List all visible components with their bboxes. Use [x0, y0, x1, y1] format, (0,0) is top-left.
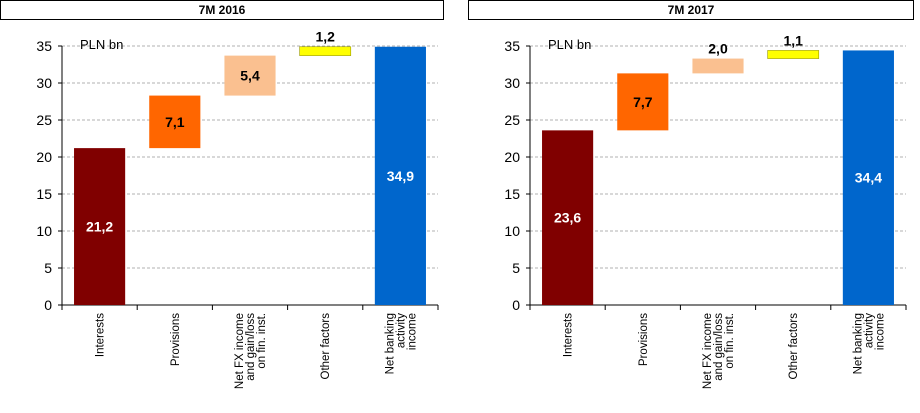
y-tick-label: 30: [36, 75, 52, 91]
x-tick-label: Interests: [563, 313, 575, 357]
x-tick-label: on fin. inst.: [724, 313, 736, 369]
x-tick-label: Interests: [95, 313, 107, 357]
x-tick-label-group: Provisions: [170, 313, 182, 366]
y-tick-label: 20: [504, 149, 520, 165]
x-tick-label-group: Interests: [95, 313, 107, 357]
y-tick-label: 10: [504, 223, 520, 239]
bar-interests: [74, 148, 126, 305]
bar-other-factors: [299, 46, 352, 56]
data-label-provisions: 7,7: [633, 94, 653, 110]
y-tick-label: 5: [44, 260, 52, 276]
y-tick-label: 35: [36, 38, 52, 54]
chart-title: 7M 2016: [0, 0, 444, 20]
x-tick-label: Net FX income: [234, 313, 246, 389]
y-tick-label: 15: [504, 186, 520, 202]
x-tick-label: Net banking: [852, 313, 864, 374]
x-tick-label: on fin. inst.: [256, 313, 268, 369]
bar-net-banking: [374, 46, 426, 306]
x-tick-label: Net banking: [384, 313, 396, 374]
bar-net-fx: [692, 58, 744, 74]
y-tick-label: 25: [504, 112, 520, 128]
data-label-other-factors: 1,1: [783, 32, 803, 48]
chart-title: 7M 2017: [468, 0, 914, 20]
x-tick-label: Other factors: [320, 313, 332, 380]
waterfall-chart-2017: 0 5 10 15 20 25 30 35 PLN bn 23,6 7,7 2,0 1,1 34,4 Int…: [504, 32, 907, 389]
y-tick-label: 25: [36, 112, 52, 128]
x-tick-label-group: Net FX income and gain/loss on fin. inst.: [234, 313, 268, 389]
data-label-interests: 23,6: [554, 210, 581, 226]
bar-provisions: [617, 73, 669, 131]
bar-provisions: [149, 95, 201, 149]
unit-label: PLN bn: [548, 37, 591, 52]
y-tick-label: 15: [36, 186, 52, 202]
data-label-net-fx: 5,4: [240, 68, 260, 84]
data-label-provisions: 7,1: [165, 114, 185, 130]
x-tick-label-group: Provisions: [638, 313, 650, 366]
x-tick-label: and gain/loss: [245, 313, 257, 381]
y-tick-label: 20: [36, 149, 52, 165]
x-tick-label: and gain/loss: [713, 313, 725, 381]
x-tick-label-group: Other factors: [320, 313, 332, 380]
data-label-net-banking: 34,4: [855, 170, 882, 186]
y-tick-label: 5: [512, 260, 520, 276]
x-tick-label-group: Other factors: [788, 313, 800, 380]
y-tick-label: 30: [504, 75, 520, 91]
x-tick-label-group: Net FX income and gain/loss on fin. inst.: [702, 313, 736, 389]
x-tick-label: income: [406, 313, 418, 350]
waterfall-chart-2016: 0 5 10 15 20 25 30 35 PLN bn 21,2 7,1 5,4 1,2 34,9 Int…: [36, 29, 439, 389]
x-tick-label-group: Net banking activity income: [384, 313, 418, 375]
x-tick-label-group: Net banking activity income: [852, 313, 886, 375]
bar-interests: [542, 130, 594, 305]
y-tick-label: 10: [36, 223, 52, 239]
x-tick-label: activity: [395, 313, 407, 348]
unit-label: PLN bn: [80, 37, 123, 52]
data-label-net-banking: 34,9: [387, 168, 414, 184]
x-tick-label: Net FX income: [702, 313, 714, 389]
bar-other-factors: [767, 50, 820, 59]
x-tick-label: Provisions: [170, 313, 182, 366]
chart-panel-2016: 7M 2016 0 5 10 15 20 25 30 35 PLN bn 21,2 7,1 5,4 1,…: [0, 0, 444, 413]
bar-net-fx: [224, 55, 276, 96]
y-tick-label: 35: [504, 38, 520, 54]
y-tick-label: 0: [44, 297, 52, 313]
x-tick-label: income: [874, 313, 886, 350]
bar-net-banking: [842, 50, 894, 305]
x-tick-label-group: Interests: [563, 313, 575, 357]
data-label-interests: 21,2: [86, 219, 113, 235]
chart-panel-2017: 7M 2017 0 5 10 15 20 25 30 35 PLN bn 23,6 7,7 2,0 1,…: [468, 0, 914, 413]
data-label-other-factors: 1,2: [315, 29, 335, 45]
x-tick-label: Provisions: [638, 313, 650, 366]
data-label-net-fx: 2,0: [708, 41, 728, 57]
y-tick-label: 0: [512, 297, 520, 313]
x-tick-label: Other factors: [788, 313, 800, 380]
x-tick-label: activity: [863, 313, 875, 348]
